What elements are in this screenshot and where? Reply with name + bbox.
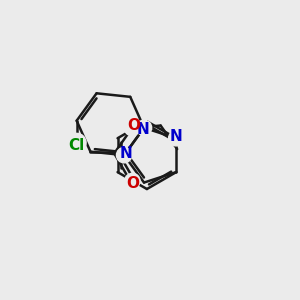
- Circle shape: [136, 120, 152, 135]
- Circle shape: [124, 120, 140, 136]
- Circle shape: [169, 130, 184, 146]
- Circle shape: [116, 148, 132, 163]
- Circle shape: [125, 173, 140, 189]
- Text: N: N: [136, 122, 149, 137]
- Text: O: O: [127, 118, 140, 133]
- Text: N: N: [119, 146, 132, 161]
- Text: O: O: [126, 176, 139, 191]
- Text: N: N: [170, 129, 183, 144]
- Text: Cl: Cl: [68, 138, 85, 153]
- Circle shape: [67, 134, 86, 152]
- Circle shape: [69, 135, 84, 150]
